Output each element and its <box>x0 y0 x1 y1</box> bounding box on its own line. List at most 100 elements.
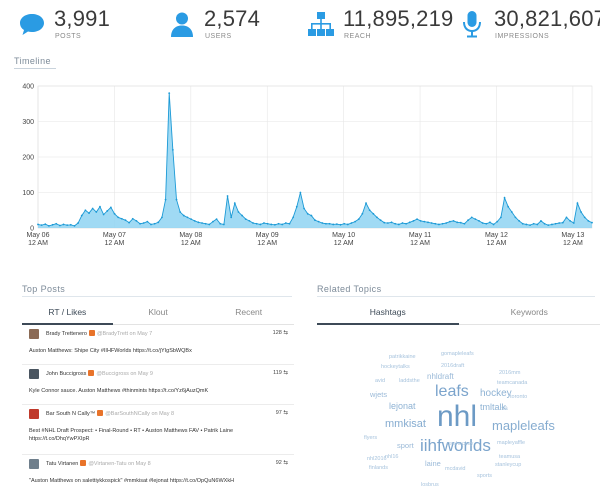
post-text[interactable]: Kyle Connor sauce. Auston Matthews #thin… <box>29 388 209 394</box>
hashtag-word[interactable]: usa <box>498 406 508 412</box>
hashtag-word[interactable]: wjets <box>370 390 388 399</box>
hashtag-word[interactable]: leafs <box>435 383 469 400</box>
hashtag-word[interactable]: losbrus <box>421 482 439 487</box>
data-point <box>335 223 338 225</box>
post-text[interactable]: Auston Matthews: Shipe City #IIHFWorlds … <box>29 348 192 354</box>
data-point <box>394 222 397 225</box>
data-point <box>244 218 247 221</box>
hashtag-word[interactable]: teamusa <box>499 454 521 460</box>
data-point <box>572 222 575 224</box>
users-value: 2,574 <box>204 6 261 31</box>
hashtag-word[interactable]: tmltalk <box>480 402 507 412</box>
tab-hashtags[interactable]: Hashtags <box>317 303 459 325</box>
hashtag-word[interactable]: teamcanada <box>497 380 528 386</box>
data-point <box>390 221 393 224</box>
hashtag-word[interactable]: 2016draft <box>441 363 465 369</box>
data-point <box>51 223 54 226</box>
hashtag-word[interactable]: mapleyaffle <box>497 440 526 446</box>
data-point <box>576 202 579 205</box>
post-item[interactable]: Bar South N Cally™ @BarSouthNCally on May… <box>22 405 294 455</box>
hashtag-word[interactable]: toronto <box>510 394 528 400</box>
post-author[interactable]: Brady Trettenero <box>46 331 87 337</box>
data-point <box>175 198 178 201</box>
data-point <box>66 224 69 227</box>
data-point <box>55 222 58 225</box>
hashtag-word[interactable]: mcdavid <box>445 466 466 472</box>
hashtag-word[interactable]: laine <box>425 459 441 468</box>
data-point <box>412 220 415 222</box>
post-text[interactable]: Best #NHL Draft Prospect: • Final-Round … <box>29 428 234 442</box>
hashtag-word[interactable]: hockeytalks <box>381 364 410 370</box>
post-item[interactable]: Brady Trettenero @BradyTrett on May 7 128… <box>22 325 294 365</box>
data-point <box>419 220 422 222</box>
data-point <box>193 220 196 222</box>
data-point <box>408 221 411 224</box>
data-point <box>182 214 185 217</box>
data-point <box>84 209 87 212</box>
tab-klout[interactable]: Klout <box>148 307 168 317</box>
data-point <box>580 211 582 213</box>
timeline-line <box>37 93 593 227</box>
hashtag-word[interactable]: sports <box>477 473 492 479</box>
post-text[interactable]: "Auston Matthews on salettiykkospick" #m… <box>29 478 235 484</box>
network-hierarchy-icon <box>308 12 334 36</box>
data-point <box>171 149 174 151</box>
data-point <box>507 205 510 208</box>
post-author[interactable]: Bar South N Cally™ <box>46 411 96 417</box>
data-point <box>252 222 254 224</box>
hashtag-word[interactable]: gomapleleafs <box>441 351 474 357</box>
tab-keywords[interactable]: Keywords <box>510 307 548 317</box>
data-point <box>452 220 455 222</box>
hashtag-word[interactable]: mmkisat <box>385 418 426 430</box>
y-tick-label: 100 <box>22 190 34 197</box>
hashtag-word[interactable]: sport <box>397 441 414 450</box>
hashtag-word[interactable]: flyers <box>364 435 378 441</box>
hashtag-word[interactable]: laddsthe <box>399 378 420 384</box>
post-author[interactable]: Tatu Virtanen <box>46 461 79 467</box>
data-point <box>179 211 182 213</box>
data-point <box>332 223 335 226</box>
hashtag-word[interactable]: nhldraft <box>427 372 454 381</box>
hashtag-word[interactable]: nhl <box>437 400 478 433</box>
data-point <box>529 224 531 227</box>
data-point <box>263 222 265 224</box>
data-point <box>591 221 593 224</box>
data-point <box>583 216 586 219</box>
tab-rt-likes[interactable]: RT / Likes <box>22 303 113 325</box>
data-point <box>161 216 163 219</box>
related-topics-tabs: Hashtags Keywords <box>317 303 600 325</box>
hashtag-word[interactable]: avid <box>375 378 386 384</box>
post-item[interactable]: John Buccigross @Buccigross on May 9 119 … <box>22 365 294 405</box>
x-tick-time: 12 AM <box>104 240 124 247</box>
data-point <box>532 222 535 225</box>
hashtag-word[interactable]: iihfworlds <box>420 436 491 455</box>
hashtag-word[interactable]: 2016mm <box>499 370 521 376</box>
x-tick-date: May 11 <box>409 232 432 239</box>
tab-recent[interactable]: Recent <box>235 307 263 317</box>
post-item[interactable]: Tatu Virtanen @Virtanen-Tatu on May 8 92 … <box>22 455 294 487</box>
hashtag-word[interactable]: nhl16 <box>385 454 399 460</box>
x-tick-date: May 09 <box>256 232 279 239</box>
data-point <box>456 221 459 224</box>
data-point <box>230 216 233 219</box>
hashtag-word[interactable]: lejonat <box>389 401 416 411</box>
hashtag-word[interactable]: usahockey <box>447 441 474 447</box>
data-point <box>339 223 342 226</box>
data-point <box>62 223 65 226</box>
hashtag-word[interactable]: hockey <box>480 388 512 399</box>
hashtag-word[interactable]: mapleleafs <box>492 418 555 433</box>
hashtag-word[interactable]: stanleycup <box>495 462 522 468</box>
data-point <box>88 212 90 214</box>
data-point <box>99 205 101 208</box>
data-point <box>499 216 502 219</box>
post-author[interactable]: John Buccigross <box>46 371 87 377</box>
hashtag-word[interactable]: finlands <box>369 465 388 471</box>
hashtag-word[interactable]: patrikkaine <box>389 354 416 360</box>
data-point <box>489 221 491 224</box>
posts-label: POSTS <box>55 33 82 40</box>
hashtag-word[interactable]: nhl2016 <box>367 456 387 462</box>
stats-bar: 3,991 POSTS 2,574 USERS 11,895,219 REACH <box>0 6 600 46</box>
top-posts-rule <box>22 296 292 297</box>
data-point <box>303 207 305 210</box>
